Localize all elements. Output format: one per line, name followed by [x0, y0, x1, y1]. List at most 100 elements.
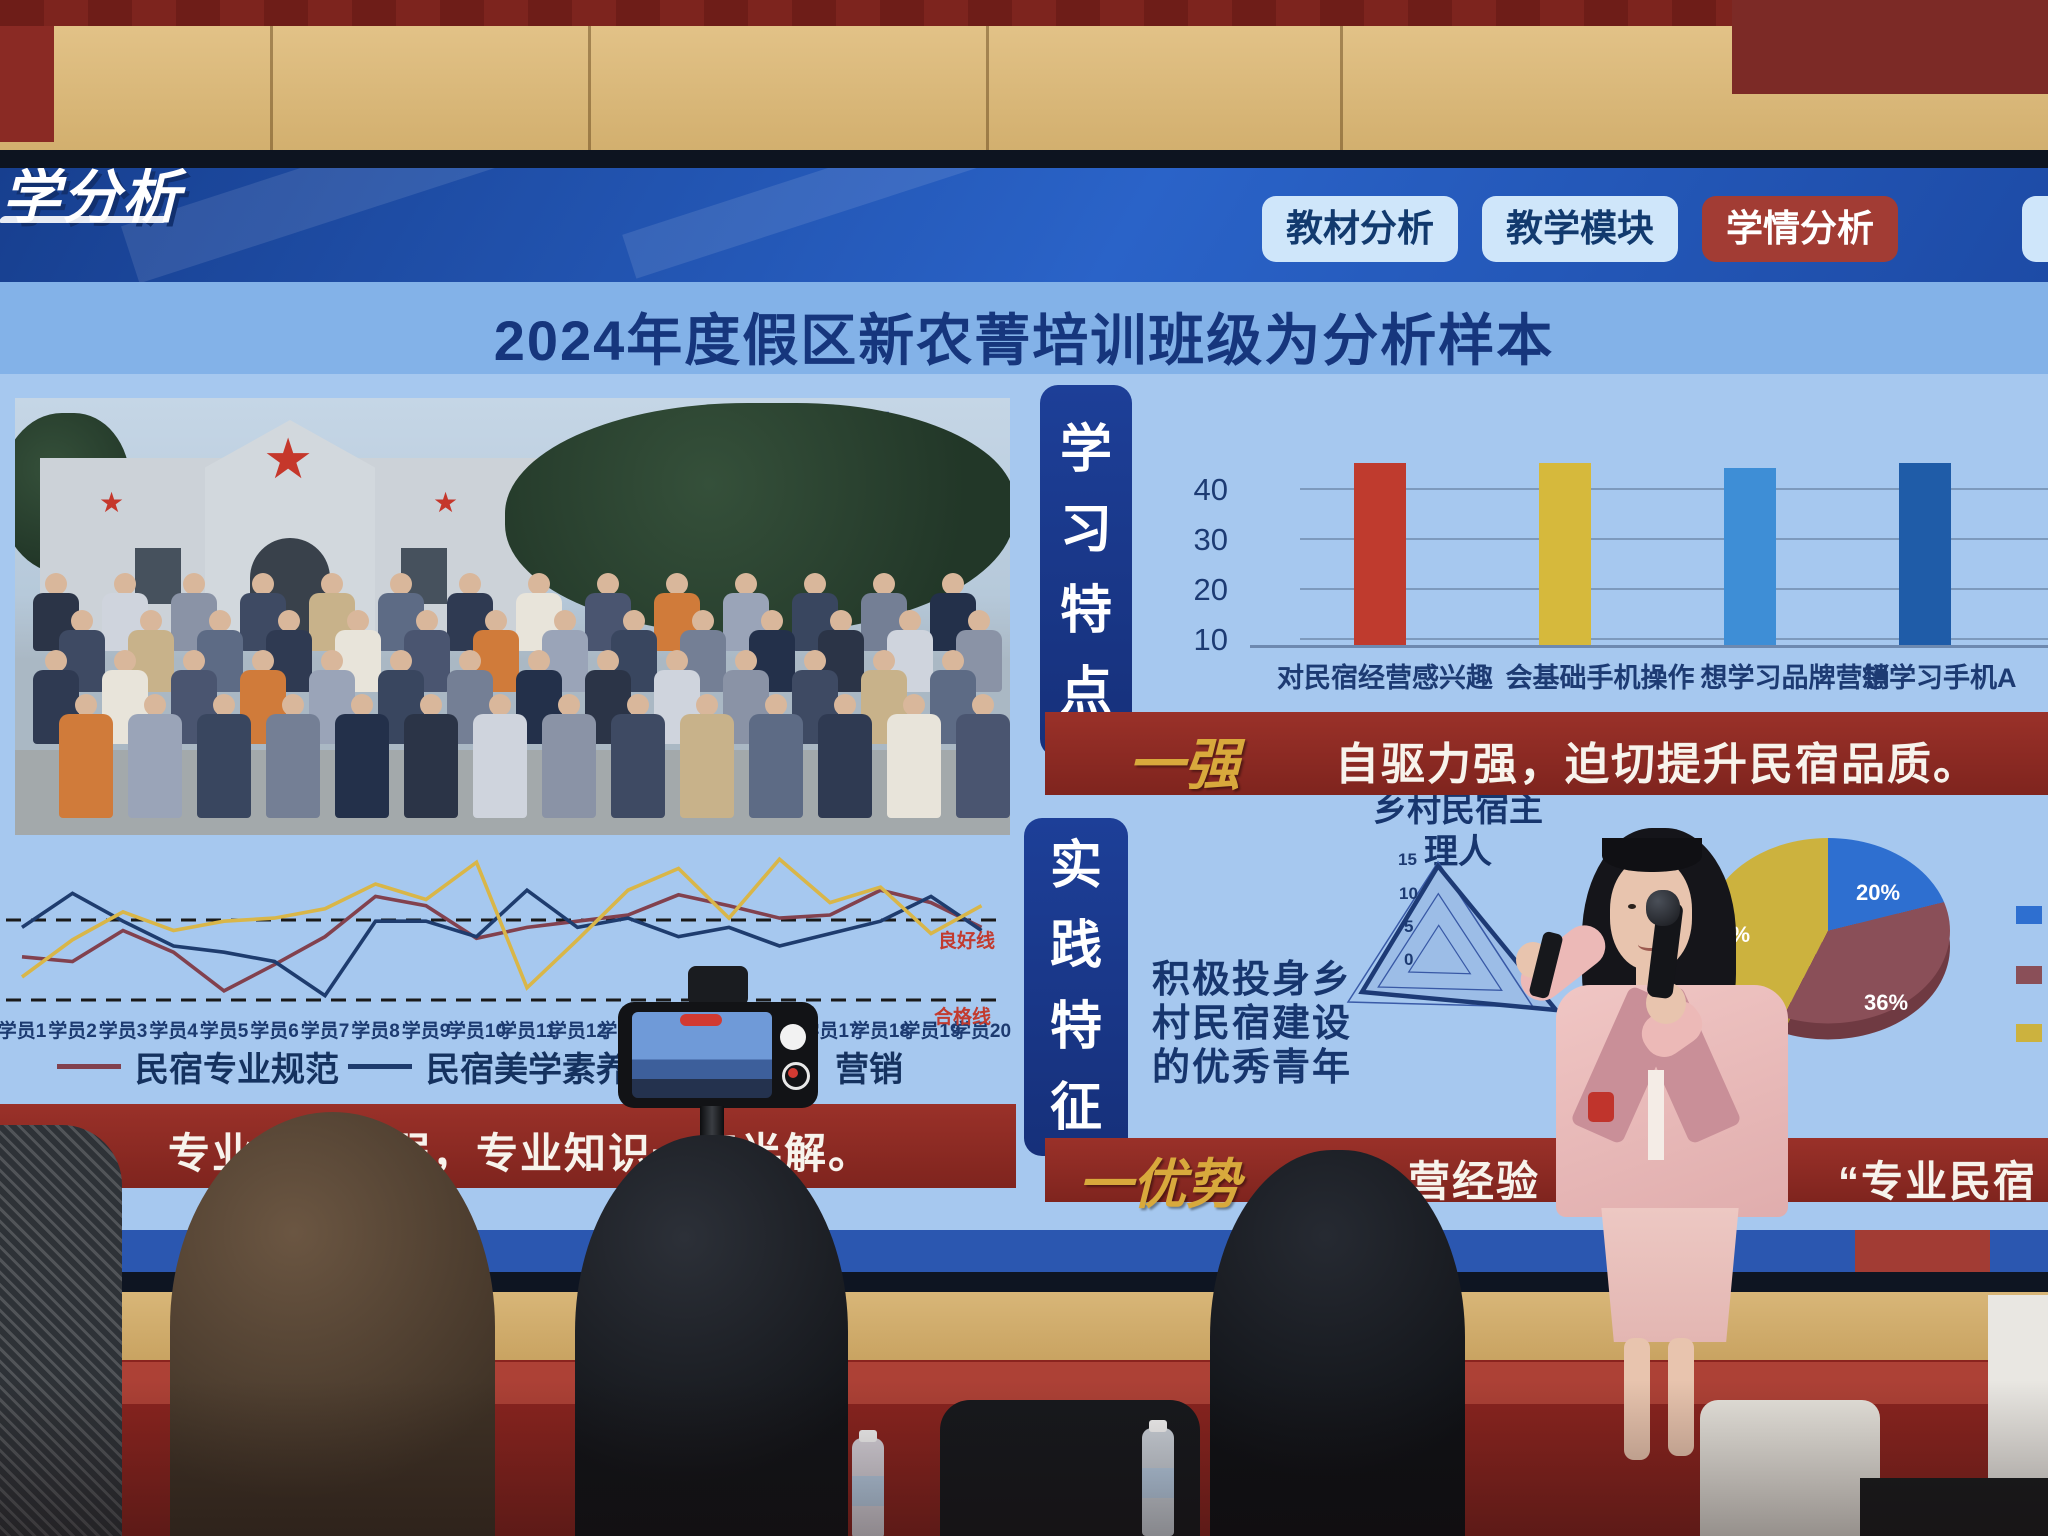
crowd-person-head: [528, 650, 550, 672]
radar-tick: 0: [1404, 950, 1414, 969]
banner-strong-text: 自驱力强，迫切提升民宿品质。: [1335, 740, 1979, 789]
crowd-person-head: [972, 694, 994, 716]
crowd-person: [818, 714, 872, 818]
banner-strong: 一强 自驱力强，迫切提升民宿品质。: [1045, 712, 2048, 796]
bar-gridline: [1300, 638, 2048, 640]
shutter-button[interactable]: [780, 1024, 806, 1050]
crowd-person-head: [692, 610, 714, 632]
table-dark-equipment: [1860, 1478, 2048, 1536]
slide-title: 2024年度假区新农菁培训班级为分析样本: [493, 309, 1555, 372]
banner-advantage-prefix: 一优势: [1078, 1155, 1240, 1215]
x-label: 学员20: [951, 1021, 1012, 1042]
bar-想学习品牌营销: [1724, 468, 1776, 645]
bar-对民宿经营感兴趣: [1354, 463, 1406, 645]
crowd-person-head: [968, 610, 990, 632]
reference-label-good: 良好线: [938, 931, 996, 952]
wall-seam: [588, 26, 591, 152]
crowd-person: [542, 714, 596, 818]
crowd-person: [59, 714, 113, 818]
pie-legend-swatch: [2016, 1024, 2042, 1042]
bar-category: 想学习手机A: [1862, 663, 2017, 693]
presenter-shirt: [1648, 1070, 1664, 1160]
chair-cover: [1700, 1400, 1880, 1536]
crowd-person-head: [71, 610, 93, 632]
record-button-ring[interactable]: [782, 1062, 810, 1090]
x-label: 学员12: [547, 1021, 608, 1042]
section-tab-practice: 实践特征: [1024, 818, 1128, 1156]
pie-label: 20%: [1856, 880, 1901, 905]
title-swoosh: [0, 216, 171, 223]
x-label: 学员5: [199, 1021, 249, 1042]
crowd-person: [956, 714, 1010, 818]
crowd-person: [887, 714, 941, 818]
crowd-person-head: [597, 650, 619, 672]
legend-label: 营销: [835, 1051, 903, 1089]
crowd: [15, 398, 1010, 835]
group-photo: 2024 年 11 月 ★ ★ ★: [15, 398, 1010, 835]
bar-ytick: 40: [1193, 472, 1228, 507]
tab-教材分析[interactable]: 教材分析: [1262, 196, 1458, 262]
audience-member-brown-hair: [170, 1112, 495, 1536]
crowd-person-head: [351, 694, 373, 716]
crowd-person-head: [489, 694, 511, 716]
record-button[interactable]: [788, 1068, 798, 1078]
water-bottle: [1142, 1420, 1174, 1536]
tab-bar: 教材分析 教学模块 学情分析: [1262, 196, 1898, 262]
presenter-badge: [1588, 1092, 1614, 1122]
screen-bottom-bezel: [0, 1272, 2048, 1292]
banner-weak: 弱 专业基础较弱，专业知识一知半解。: [0, 1104, 1016, 1190]
audience-member-black-hair: [575, 1135, 848, 1536]
crowd-person-head: [485, 610, 507, 632]
crowd-person: [197, 714, 251, 818]
crowd-person-head: [735, 650, 757, 672]
x-label: 学员9: [401, 1021, 451, 1042]
tab-教学模块[interactable]: 教学模块: [1482, 196, 1678, 262]
bar-axis-line: [1250, 645, 2048, 648]
phone-screen: [632, 1012, 772, 1098]
x-label: 学员4: [149, 1021, 198, 1042]
pie-label: 36%: [1864, 990, 1909, 1015]
wall-red-panel-left: [0, 26, 54, 142]
crowd-person-head: [765, 694, 787, 716]
tab-学情分析[interactable]: 学情分析: [1702, 196, 1898, 262]
crowd-person-head: [558, 694, 580, 716]
radar-grid-inner: [1407, 924, 1472, 975]
line-chart: [6, 856, 998, 1002]
slide-bottom-strip-red: [1855, 1230, 1990, 1274]
pie-legend-swatch: [2016, 966, 2042, 984]
red-star-icon: ★: [99, 487, 125, 518]
crowd-person-head: [942, 573, 964, 595]
crowd-person-head: [666, 650, 688, 672]
crowd-person: [749, 714, 803, 818]
x-label: 学员8: [351, 1021, 400, 1042]
radar-tick: 5: [1404, 917, 1414, 936]
x-label: 学员3: [98, 1021, 148, 1042]
microphone-head: [1646, 890, 1680, 926]
bar-想学习手机A: [1899, 463, 1951, 645]
crowd-person-head: [735, 573, 757, 595]
crowd-person-head: [278, 610, 300, 632]
bar-会基础手机操作: [1539, 463, 1591, 645]
x-label: 学员2: [48, 1021, 97, 1042]
crowd-person-head: [459, 650, 481, 672]
crowd-person-head: [804, 573, 826, 595]
radar-grid-mid: [1377, 892, 1503, 991]
line-chart-legend: 民宿专业规范 民宿美学素养 营销: [0, 1042, 1010, 1089]
crowd-person-head: [597, 573, 619, 595]
radar-grid-outer: [1346, 860, 1535, 1008]
crowd-person: [335, 714, 389, 818]
crowd-person-head: [390, 650, 412, 672]
presenter: [1500, 820, 1820, 1480]
wall-seam: [1340, 26, 1343, 152]
radar-chart: [1346, 860, 1562, 1013]
practice-side-text: 积极投身乡: [1152, 959, 1353, 1001]
crowd-person-head: [873, 650, 895, 672]
banner-advantage-frag: “专业民宿: [1838, 1158, 2038, 1205]
radar-title: 乡村民宿主: [1373, 791, 1543, 829]
x-label: 学员7: [300, 1021, 350, 1042]
wall-seam: [986, 26, 989, 152]
pie-legend-swatch: [2016, 906, 2042, 924]
record-indicator: [680, 1014, 722, 1026]
tab-partial-cut[interactable]: [2022, 196, 2048, 262]
ceiling-red-valance: [0, 0, 2048, 26]
